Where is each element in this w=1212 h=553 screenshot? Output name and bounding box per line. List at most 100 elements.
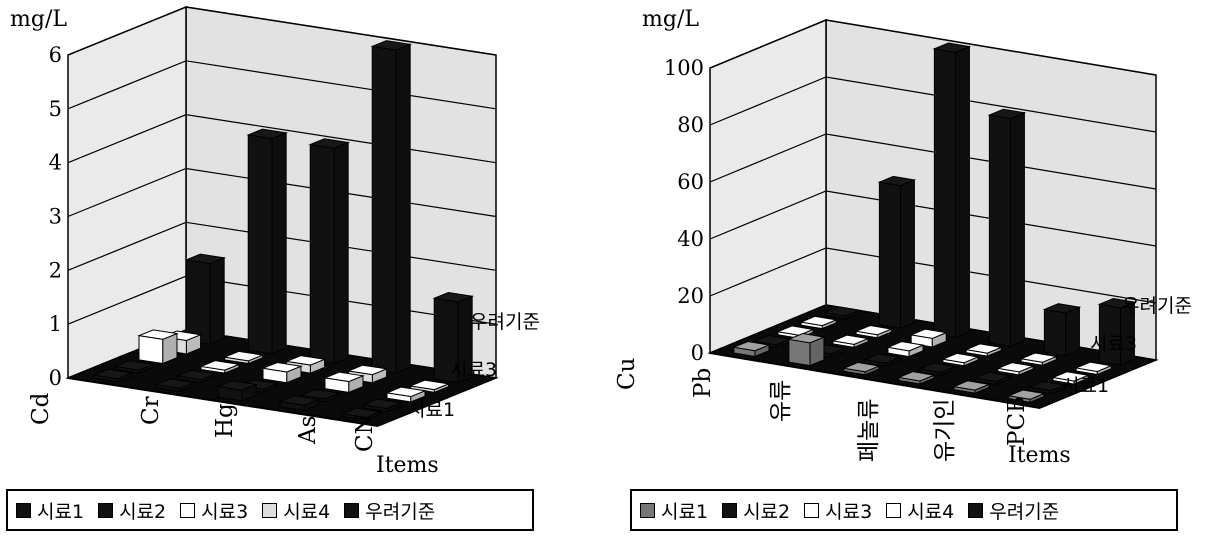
bar-top [787, 333, 826, 344]
category-label: Pb [690, 368, 716, 398]
legend-label: 시료3 [825, 500, 873, 523]
bar-side [209, 257, 225, 346]
category-label: 유류 [768, 380, 794, 422]
bar-front [309, 143, 335, 365]
bar-top [1027, 380, 1067, 392]
bar-top [972, 371, 1012, 383]
bar-top [346, 364, 389, 376]
y-tick-label: 6 [49, 43, 62, 67]
legend-item: 시료2 [98, 497, 166, 524]
legend-swatch [722, 502, 738, 518]
bar [199, 360, 241, 374]
depth-label: 시료3 [1090, 333, 1137, 355]
bar-top [996, 362, 1035, 373]
bar [1027, 380, 1067, 395]
bar-top [308, 138, 351, 149]
bar-top [370, 40, 413, 51]
legend-swatch [180, 502, 196, 518]
bar-front [878, 181, 901, 329]
x-axis-title: Items [1008, 443, 1071, 468]
bar [799, 315, 839, 330]
legend-swatch [804, 502, 820, 518]
category-label: Cr [138, 396, 164, 425]
bar-front [933, 48, 956, 338]
right-chart-legend: 시료1 시료2 시료3 시료4 우려기준 [630, 489, 1178, 531]
bar [385, 386, 427, 403]
legend-item: 시료1 [640, 497, 708, 524]
bar-top [776, 325, 815, 336]
bar-front [138, 335, 164, 365]
bar [92, 368, 135, 383]
category-label: As [295, 416, 321, 445]
legend-label: 시료3 [201, 500, 249, 523]
bar [408, 379, 451, 394]
bar-top [175, 369, 218, 381]
bar-top [886, 341, 925, 352]
bar-front [1043, 308, 1066, 357]
gridline [67, 6, 497, 56]
bar-top [284, 355, 327, 366]
bar [909, 328, 949, 348]
y-tick-label: 0 [691, 341, 704, 365]
bar [996, 362, 1035, 376]
x-axis-line [709, 352, 1041, 409]
bar-front [185, 259, 211, 345]
bar-top [1007, 389, 1046, 400]
bar [822, 306, 862, 320]
bar-top [1042, 303, 1082, 314]
bar-top [941, 352, 980, 364]
bar-top [408, 379, 451, 391]
bar-side [900, 179, 915, 329]
bar [340, 407, 383, 421]
right-chart-panel: 0 20 40 60 80 100 Cu Pb 유류 페놀류 유기인 PCB 시료1 시료3 우려기준 mg/… [606, 0, 1212, 553]
category-label: Hg [212, 403, 238, 438]
y-tick-label: 0 [49, 366, 62, 390]
bar-top [917, 362, 957, 373]
bar-front [371, 45, 397, 374]
y-tick-label: 4 [49, 151, 62, 175]
depth-label: 우려기준 [1122, 295, 1192, 317]
legend-swatch [262, 502, 278, 518]
bar-top [964, 343, 1004, 354]
bar [216, 380, 259, 402]
bar [1019, 352, 1059, 367]
bar [941, 352, 980, 367]
bar-side [271, 132, 287, 355]
bar-top [842, 361, 881, 373]
legend-item: 시료1 [16, 497, 84, 524]
x-axis-title: Items [376, 453, 439, 478]
bar-top [877, 175, 917, 187]
bar-top [831, 334, 870, 345]
bar [432, 292, 475, 384]
left-chart-legend: 시료1 시료2 시료3 시료4 우려기준 [6, 489, 534, 531]
bar-front [988, 114, 1011, 348]
bar [886, 341, 925, 358]
bar [854, 324, 894, 339]
bar-top [137, 329, 179, 340]
depth-label: 시료1 [408, 399, 455, 421]
bar-top [799, 315, 839, 327]
bar-top [1097, 298, 1137, 309]
bar-top [385, 386, 427, 398]
bar-top [1051, 371, 1090, 382]
bar [1042, 303, 1082, 357]
bar-top [323, 371, 365, 383]
category-label: 페놀류 [856, 399, 882, 462]
bar-top [732, 340, 771, 352]
y-axis-title: mg/L [642, 7, 699, 32]
bar-top [154, 378, 197, 389]
category-label: PCB [1004, 396, 1030, 446]
bar-side [395, 43, 411, 374]
bar-side [1065, 306, 1080, 357]
legend-item: 시료3 [180, 497, 248, 524]
legend-label: 우려기준 [989, 500, 1060, 523]
bar-top [909, 328, 949, 339]
depth-label: 우려기준 [470, 311, 540, 333]
bar [278, 395, 321, 412]
bar-side [955, 45, 970, 339]
y-tick-label: 80 [677, 113, 704, 137]
bar-top [862, 353, 902, 364]
bar [964, 343, 1004, 357]
legend-swatch [640, 502, 655, 518]
bar [246, 128, 289, 355]
